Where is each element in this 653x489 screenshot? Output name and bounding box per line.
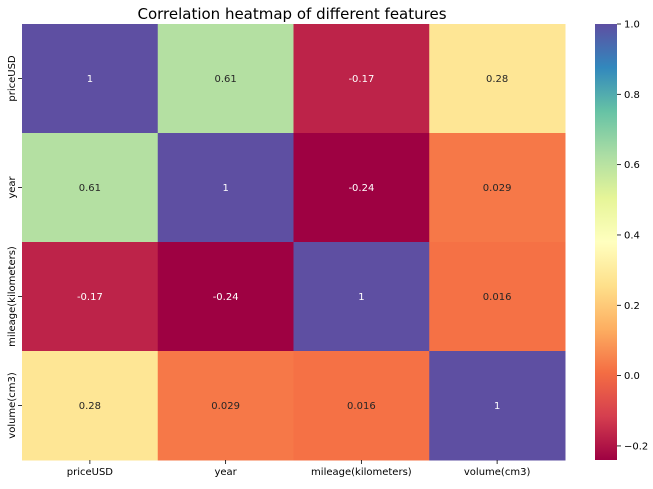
chart-title: Correlation heatmap of different feature… bbox=[137, 5, 446, 23]
cell-value-label: 1 bbox=[87, 74, 93, 85]
heatmap-cell bbox=[293, 351, 430, 461]
cell-value-label: 0.029 bbox=[211, 401, 240, 412]
heatmap-cell bbox=[157, 242, 294, 352]
cell-value-label: 0.016 bbox=[483, 292, 512, 303]
heatmap-cell bbox=[22, 133, 159, 243]
cell-value-label: 0.28 bbox=[79, 401, 101, 412]
colorbar-tick-label: 0.2 bbox=[624, 301, 640, 312]
colorbar-tick-label: 1.0 bbox=[624, 20, 640, 31]
heatmap-cell bbox=[429, 242, 566, 352]
heatmap-cell bbox=[429, 24, 566, 134]
x-axis: priceUSD year mileage(kilometers) volume(cm… bbox=[67, 460, 531, 478]
y-tick-label: year bbox=[7, 175, 18, 198]
heatmap-cell bbox=[157, 133, 294, 243]
heatmap-cell bbox=[157, 351, 294, 461]
colorbar-tick-label: 0.0 bbox=[624, 371, 640, 382]
cell-value-label: 1 bbox=[358, 292, 364, 303]
y-tick-label: priceUSD bbox=[7, 55, 18, 102]
x-tick-label: volume(cm3) bbox=[464, 467, 531, 478]
cell-value-label: -0.24 bbox=[213, 292, 239, 303]
heatmap-cell bbox=[22, 24, 159, 134]
colorbar: 1.0 0.8 0.6 0.4 0.2 0.0 −0.2 bbox=[595, 20, 648, 460]
heatmap-cell bbox=[429, 351, 566, 461]
x-tick-label: year bbox=[214, 467, 237, 478]
cell-value-label: 0.029 bbox=[483, 183, 512, 194]
colorbar-tick-label: −0.2 bbox=[624, 441, 648, 452]
heatmap-cell bbox=[293, 242, 430, 352]
y-tick-label: mileage(kilometers) bbox=[7, 246, 18, 347]
cell-value-label: -0.24 bbox=[348, 183, 374, 194]
x-tick-label: priceUSD bbox=[67, 467, 114, 478]
heatmap-cell bbox=[22, 351, 159, 461]
y-axis: priceUSD year mileage(kilometers) volume(cm… bbox=[7, 55, 22, 439]
heatmap-cell bbox=[293, 24, 430, 134]
heatmap-cells: 1 0.61 -0.17 0.28 0.61 1 -0.24 0.029 -0.17 -0.24 1… bbox=[22, 24, 566, 461]
x-tick-label: mileage(kilometers) bbox=[311, 467, 412, 478]
cell-value-label: 0.016 bbox=[347, 401, 376, 412]
cell-value-label: 0.61 bbox=[79, 183, 101, 194]
cell-value-label: -0.17 bbox=[77, 292, 103, 303]
cell-value-label: -0.17 bbox=[348, 74, 374, 85]
cell-value-label: 0.61 bbox=[214, 74, 236, 85]
cell-value-label: 1 bbox=[222, 183, 228, 194]
heatmap-cell bbox=[429, 133, 566, 243]
colorbar-tick-label: 0.8 bbox=[624, 90, 640, 101]
cell-value-label: 1 bbox=[494, 401, 500, 412]
colorbar-tick-label: 0.4 bbox=[624, 230, 640, 241]
colorbar-tick-label: 0.6 bbox=[624, 160, 640, 171]
heatmap-cell bbox=[22, 242, 159, 352]
heatmap-cell bbox=[293, 133, 430, 243]
y-tick-label: volume(cm3) bbox=[7, 372, 18, 439]
cell-value-label: 0.28 bbox=[486, 74, 508, 85]
colorbar-gradient bbox=[595, 24, 617, 460]
heatmap-cell bbox=[157, 24, 294, 134]
